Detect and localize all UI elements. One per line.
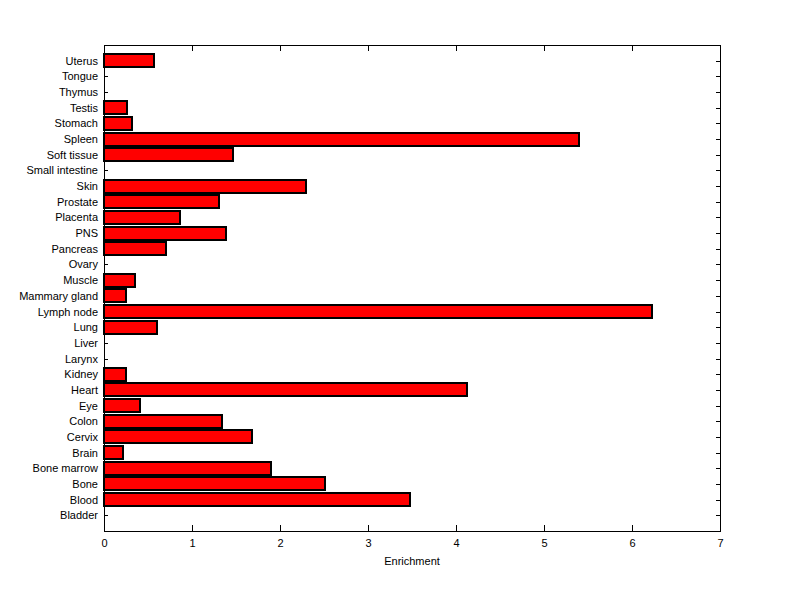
y-tick-label: Spleen — [64, 133, 98, 145]
bar — [104, 289, 126, 302]
bar — [104, 195, 219, 208]
x-tick-label: 5 — [541, 537, 547, 549]
x-tick-label: 4 — [453, 537, 459, 549]
bar — [104, 493, 410, 506]
bar — [104, 368, 126, 381]
bar — [104, 415, 222, 428]
y-tick-label: Bone — [72, 478, 98, 490]
y-tick-label: Placenta — [55, 211, 99, 223]
bar — [104, 227, 226, 240]
bar-series — [104, 54, 652, 506]
bar — [104, 101, 127, 114]
y-tick-label: Muscle — [63, 274, 98, 286]
y-tick-label: Testis — [70, 102, 99, 114]
y-tick-label: Prostate — [57, 196, 98, 208]
y-tick-label: Lymph node — [38, 306, 98, 318]
bar — [104, 321, 157, 334]
axes-box — [105, 46, 721, 532]
y-tick-label: Tongue — [62, 70, 98, 82]
y-tick-label: Uterus — [66, 55, 99, 67]
bar — [104, 274, 135, 287]
y-tick-label: Colon — [69, 415, 98, 427]
y-tick-label: PNS — [75, 227, 98, 239]
y-tick-label: Ovary — [69, 258, 99, 270]
x-tick-label: 7 — [717, 537, 723, 549]
y-tick-label: Lung — [74, 321, 98, 333]
y-tick-label: Bladder — [60, 509, 98, 521]
y-tick-label: Eye — [79, 400, 98, 412]
y-tick-label: Thymus — [59, 86, 99, 98]
axis-ticks — [104, 45, 721, 531]
bar — [104, 54, 154, 67]
bar — [104, 462, 271, 475]
y-tick-label: Heart — [71, 384, 98, 396]
y-tick-label: Mammary gland — [19, 290, 98, 302]
y-tick-label: Brain — [72, 447, 98, 459]
y-tick-label: Small intestine — [26, 164, 98, 176]
enrichment-bar-chart: 0 1 2 3 4 5 6 7 Uterus Tongue Thymus Testis Stomach S… — [0, 0, 800, 599]
y-tick-label: Liver — [74, 337, 98, 349]
x-tick-label: 1 — [189, 537, 195, 549]
bar — [104, 383, 467, 396]
y-tick-label: Larynx — [65, 353, 99, 365]
y-tick-label: Bone marrow — [33, 462, 98, 474]
bar — [104, 117, 132, 130]
x-tick-label: 0 — [101, 537, 107, 549]
y-tick-label: Pancreas — [52, 243, 99, 255]
x-axis-label: Enrichment — [384, 555, 440, 567]
plot-border — [105, 46, 721, 532]
x-tick-label: 3 — [365, 537, 371, 549]
bar — [104, 180, 306, 193]
y-tick-label: Cervix — [67, 431, 99, 443]
bar — [104, 133, 579, 146]
y-tick-label: Blood — [70, 494, 98, 506]
bar — [104, 305, 652, 318]
bar — [104, 399, 140, 412]
y-tick-label: Skin — [77, 180, 98, 192]
y-tick-label: Soft tissue — [47, 149, 98, 161]
x-tick-label: 2 — [277, 537, 283, 549]
y-tick-label: Kidney — [64, 368, 98, 380]
bar — [104, 148, 233, 161]
bar — [104, 242, 166, 255]
bar — [104, 430, 252, 443]
bar — [104, 446, 123, 459]
bar — [104, 477, 325, 490]
bar-chart-figure: 0 1 2 3 4 5 6 7 Uterus Tongue Thymus Testis Stomach S… — [0, 0, 800, 599]
bar — [104, 211, 180, 224]
y-tick-label: Stomach — [55, 117, 98, 129]
x-tick-label: 6 — [629, 537, 635, 549]
